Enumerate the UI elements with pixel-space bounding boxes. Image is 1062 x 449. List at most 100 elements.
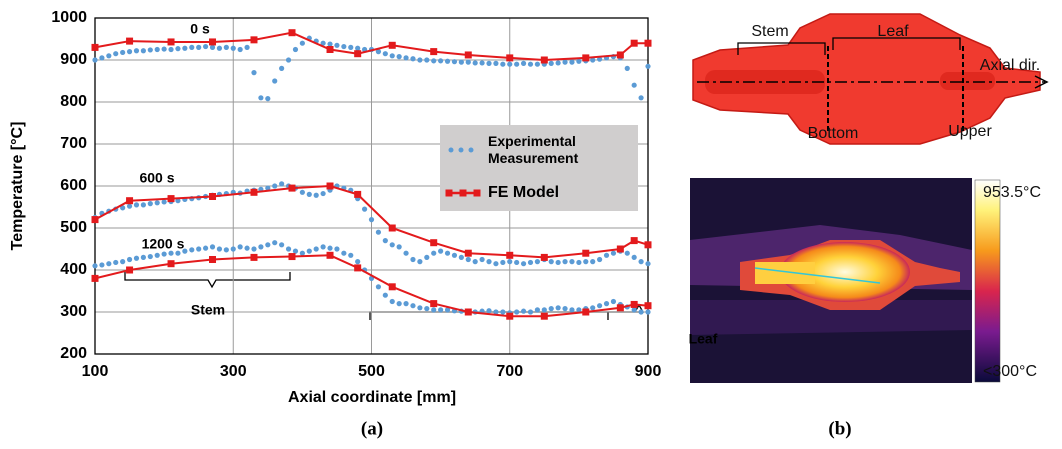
point — [410, 303, 416, 309]
point — [479, 60, 485, 66]
point — [120, 259, 126, 265]
marker — [464, 308, 472, 316]
point — [334, 42, 340, 48]
point — [479, 256, 485, 263]
point — [417, 305, 423, 311]
marker — [167, 38, 175, 46]
marker — [464, 249, 472, 257]
marker — [430, 48, 438, 56]
point — [438, 248, 444, 254]
marker — [644, 39, 652, 47]
point — [610, 250, 617, 256]
point — [341, 250, 347, 256]
point — [306, 191, 312, 197]
marker — [326, 251, 334, 259]
point — [382, 238, 388, 244]
annotation: 600 s — [139, 170, 174, 186]
point — [555, 259, 561, 266]
point — [410, 56, 416, 62]
annotation: Stem — [191, 302, 225, 318]
legend-label: Experimental Measurement — [488, 133, 579, 166]
stem-bracket — [737, 42, 826, 55]
x-axis-label: Axial coordinate [mm] — [288, 389, 456, 406]
legend-swatch — [445, 189, 453, 197]
point — [590, 259, 596, 265]
point — [168, 250, 174, 256]
point — [361, 206, 368, 212]
point — [438, 58, 444, 64]
part-label: Bottom — [808, 125, 859, 142]
marker — [326, 182, 334, 190]
part-label: Stem — [751, 23, 788, 40]
point — [534, 307, 541, 313]
point — [216, 246, 223, 252]
marker — [540, 56, 548, 64]
point — [265, 242, 271, 248]
point — [507, 61, 513, 67]
point — [189, 44, 195, 51]
legend-swatch — [473, 189, 481, 197]
point — [265, 96, 271, 102]
marker — [167, 260, 175, 268]
marker — [91, 43, 99, 51]
point — [534, 259, 541, 265]
marker — [644, 241, 652, 249]
point — [389, 242, 395, 248]
marker — [630, 39, 638, 47]
marker — [250, 36, 258, 44]
point — [458, 59, 464, 65]
point — [313, 246, 319, 252]
point — [431, 307, 437, 313]
marker — [91, 274, 99, 282]
y-tick-label: 800 — [60, 93, 87, 110]
point — [223, 247, 229, 253]
point — [417, 57, 423, 63]
point — [472, 259, 478, 265]
point — [375, 229, 382, 235]
point — [493, 261, 499, 267]
point — [514, 309, 520, 315]
marker — [250, 253, 258, 261]
point — [638, 309, 644, 315]
point — [486, 308, 492, 314]
point — [562, 259, 568, 265]
point — [299, 250, 305, 256]
point — [631, 82, 637, 88]
y-tick-label: 500 — [60, 219, 87, 236]
marker — [630, 300, 638, 308]
point — [244, 44, 250, 51]
point — [285, 57, 292, 63]
point — [147, 201, 153, 207]
point — [396, 301, 402, 307]
leaf-bracket — [832, 37, 961, 50]
point — [507, 259, 513, 265]
point — [251, 246, 257, 252]
point — [541, 307, 547, 313]
point — [645, 63, 651, 69]
point — [500, 309, 506, 315]
legend-swatch — [468, 147, 474, 153]
point — [355, 45, 361, 51]
point — [258, 244, 264, 250]
point — [299, 40, 305, 46]
point — [576, 58, 582, 64]
point — [424, 254, 430, 260]
marker — [288, 29, 296, 37]
point — [597, 256, 603, 263]
point — [431, 250, 437, 256]
colorbar-max-label: 953.5°C — [983, 184, 1041, 201]
point — [638, 95, 644, 101]
point — [203, 245, 209, 251]
point — [161, 199, 167, 205]
point — [514, 259, 520, 266]
marker — [430, 300, 438, 308]
annotation: 1200 s — [142, 236, 185, 252]
point — [424, 57, 430, 63]
point — [126, 49, 133, 55]
point — [320, 190, 326, 197]
point — [327, 41, 333, 47]
colorbar-min-label: <300°C — [983, 363, 1037, 380]
point — [576, 307, 582, 313]
point — [375, 284, 382, 290]
point — [306, 248, 312, 254]
